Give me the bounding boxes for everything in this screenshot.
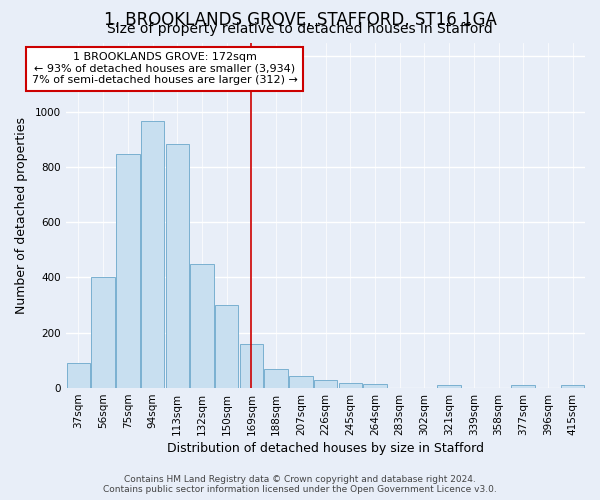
Bar [314,380,337,388]
Bar [166,144,189,388]
Text: 1 BROOKLANDS GROVE: 172sqm
← 93% of detached houses are smaller (3,934)
7% of se: 1 BROOKLANDS GROVE: 172sqm ← 93% of deta… [32,52,298,86]
Y-axis label: Number of detached properties: Number of detached properties [15,117,28,314]
X-axis label: Distribution of detached houses by size in Stafford: Distribution of detached houses by size … [167,442,484,455]
Text: Size of property relative to detached houses in Stafford: Size of property relative to detached ho… [107,22,493,36]
Bar [265,370,288,388]
Bar [338,383,362,388]
Bar [363,384,386,388]
Text: Contains HM Land Registry data © Crown copyright and database right 2024.
Contai: Contains HM Land Registry data © Crown c… [103,474,497,494]
Bar [116,154,140,388]
Bar [91,278,115,388]
Bar [67,363,90,388]
Text: 1, BROOKLANDS GROVE, STAFFORD, ST16 1GA: 1, BROOKLANDS GROVE, STAFFORD, ST16 1GA [104,11,496,29]
Bar [289,376,313,388]
Bar [215,305,238,388]
Bar [511,386,535,388]
Bar [190,264,214,388]
Bar [141,122,164,388]
Bar [437,386,461,388]
Bar [239,344,263,388]
Bar [561,386,584,388]
